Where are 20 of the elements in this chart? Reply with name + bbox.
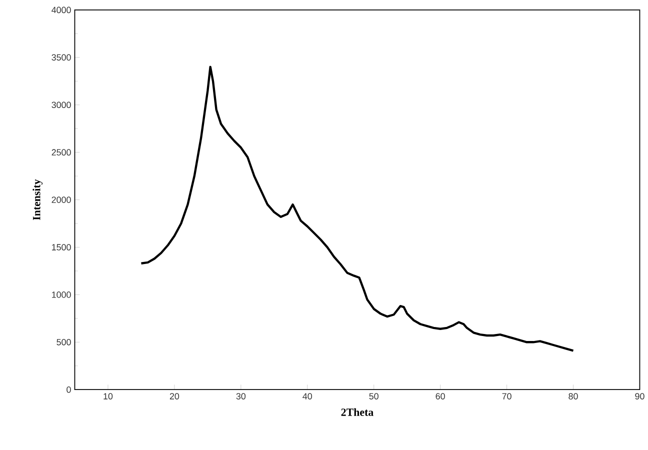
y-tick-label: 0 — [66, 386, 71, 393]
x-tick-label: 90 — [635, 392, 644, 400]
y-tick-label: 3000 — [52, 102, 71, 108]
x-tick-label: 10 — [104, 392, 113, 400]
x-tick-label: 20 — [170, 392, 180, 400]
y-tick-label: 1000 — [52, 291, 71, 298]
x-tick-label: 70 — [502, 392, 512, 400]
x-tick-label: 40 — [302, 392, 312, 400]
y-axis-title: Intensity — [32, 179, 43, 220]
y-tick-label: 2500 — [52, 148, 71, 156]
y-tick-label: 4000 — [52, 6, 71, 13]
y-tick-label: 1500 — [52, 244, 71, 250]
y-tick-label: 500 — [56, 338, 71, 346]
x-tick-label: 60 — [436, 392, 445, 400]
y-tick-label: 3500 — [52, 54, 71, 60]
x-axis-title: 2Theta — [341, 408, 374, 416]
x-tick-label: 50 — [369, 392, 378, 400]
x-tick-label: 80 — [568, 392, 578, 400]
y-tick-label: 2000 — [52, 196, 71, 203]
x-tick-label: 30 — [236, 392, 246, 400]
